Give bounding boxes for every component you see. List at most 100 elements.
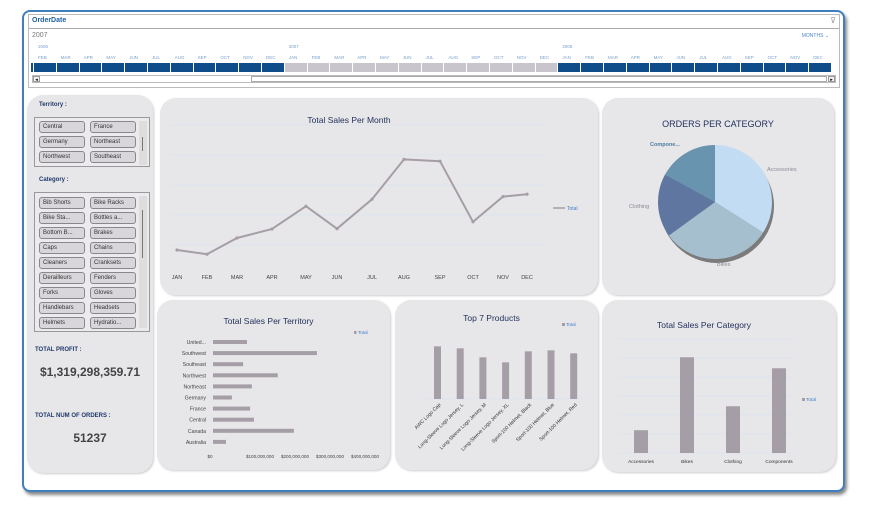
x-tick-label: JAN bbox=[172, 275, 182, 281]
territory-slicer[interactable]: Central France Germany Northeast Northwest So… bbox=[34, 117, 150, 167]
timeline-month-cell[interactable] bbox=[284, 63, 308, 72]
timeline-month-cell[interactable] bbox=[398, 63, 422, 72]
timeline-month-cell[interactable] bbox=[239, 63, 262, 72]
slicer-item[interactable]: Brakes bbox=[90, 227, 136, 239]
top-products-panel[interactable]: Top 7 Products AWC Logo Cap Long-Sleeve L… bbox=[395, 300, 598, 470]
scroll-right-icon[interactable]: ▸ bbox=[828, 76, 835, 83]
timeline-month-cell[interactable] bbox=[125, 63, 148, 72]
timeline-month-cell[interactable] bbox=[626, 63, 650, 72]
category-label: Accessories bbox=[628, 459, 654, 465]
timeline-month-cell[interactable] bbox=[56, 63, 80, 72]
timeline-month-cell[interactable] bbox=[216, 63, 240, 72]
month-label: FEB bbox=[585, 55, 594, 60]
timeline-month-cell[interactable] bbox=[193, 63, 217, 72]
bar bbox=[213, 395, 232, 400]
bar bbox=[213, 439, 226, 444]
slicer-item[interactable]: France bbox=[90, 121, 136, 133]
bar bbox=[213, 428, 294, 433]
timeline-month-cell[interactable] bbox=[444, 63, 468, 72]
orderdate-timeline[interactable]: OrderDate ⊽ 2007 MONTHS ⌄ FEB 2006 MAR APR M… bbox=[28, 14, 840, 88]
line-chart: JAN FEB MAR APR MAY JUN JUL AUG SEP OCT NOV DEC Tota… bbox=[170, 124, 578, 281]
timeline-month-cell[interactable] bbox=[535, 63, 559, 72]
slicer-item[interactable]: Derailleurs bbox=[39, 272, 85, 284]
slicer-item[interactable]: Bottom B... bbox=[39, 227, 85, 239]
slicer-item[interactable]: Hydratio... bbox=[90, 317, 136, 329]
timeline-month-cell[interactable] bbox=[79, 63, 103, 72]
slicer-item[interactable]: Southeast bbox=[90, 151, 136, 163]
bar bbox=[213, 417, 254, 422]
bar bbox=[680, 357, 694, 453]
month-label: OCT bbox=[220, 55, 230, 60]
month-label: SEP bbox=[471, 55, 481, 60]
sales-per-month-panel[interactable]: Total Sales Per Month JAN FEB MAR APR MAY JUN… bbox=[160, 98, 598, 295]
legend-marker bbox=[562, 323, 565, 326]
legend-label: Total bbox=[567, 206, 578, 212]
slicer-item[interactable]: Germany bbox=[39, 136, 85, 148]
scrollbar[interactable] bbox=[139, 121, 147, 165]
month-label: JUN bbox=[676, 55, 686, 60]
slicer-item[interactable]: Handlebars bbox=[39, 302, 85, 314]
timeline-month-cell[interactable] bbox=[604, 63, 627, 72]
slicer-item[interactable]: Caps bbox=[39, 242, 85, 254]
timeline-month-cell[interactable] bbox=[330, 63, 354, 72]
slicer-item[interactable]: Fenders bbox=[90, 272, 136, 284]
slicer-item[interactable]: Bib Shorts bbox=[39, 197, 85, 209]
scrollbar[interactable] bbox=[139, 196, 147, 328]
timeline-month-cell[interactable] bbox=[786, 63, 810, 72]
timeline-month-cell[interactable] bbox=[512, 63, 536, 72]
timeline-month-cell[interactable] bbox=[34, 63, 57, 72]
sales-per-category-panel[interactable]: Total Sales Per Category Accessories Bike… bbox=[602, 300, 836, 472]
month-label: NOV bbox=[790, 55, 801, 60]
timeline-month-cell[interactable] bbox=[809, 63, 832, 72]
slicer-item[interactable]: Northwest bbox=[39, 151, 85, 163]
slicer-item[interactable]: Bike Racks bbox=[90, 197, 136, 209]
scrollbar-thumb[interactable] bbox=[251, 76, 827, 82]
category-label: Bikes bbox=[681, 459, 693, 465]
timeline-month-cell[interactable] bbox=[581, 63, 604, 72]
data-point bbox=[471, 220, 475, 224]
month-label: MAR bbox=[334, 55, 345, 60]
timeline-month-cell[interactable] bbox=[672, 63, 696, 72]
sales-per-territory-panel[interactable]: Total Sales Per Territory United... South… bbox=[157, 300, 390, 470]
scroll-left-icon[interactable]: ◂ bbox=[33, 76, 40, 83]
timeline-month-cell[interactable] bbox=[31, 63, 34, 72]
total-orders-label: TOTAL NUM OF ORDERS : bbox=[35, 413, 111, 419]
timeline-month-cell[interactable] bbox=[102, 63, 126, 72]
timeline-month-cell[interactable] bbox=[763, 63, 787, 72]
slicer-item[interactable]: Helmets bbox=[39, 317, 85, 329]
timeline-month-cell[interactable] bbox=[740, 63, 764, 72]
slicer-item[interactable]: Cleaners bbox=[39, 257, 85, 269]
slicer-item[interactable]: Bottles a... bbox=[90, 212, 136, 224]
data-point bbox=[235, 236, 239, 240]
timeline-month-cell[interactable] bbox=[148, 63, 171, 72]
slicer-item[interactable]: Gloves bbox=[90, 287, 136, 299]
timeline-month-cell[interactable] bbox=[307, 63, 331, 72]
timeline-month-cell[interactable] bbox=[262, 63, 285, 72]
timeline-month-cell[interactable] bbox=[649, 63, 673, 72]
slicer-item[interactable]: Chains bbox=[90, 242, 136, 254]
slicer-item[interactable]: Headsets bbox=[90, 302, 136, 314]
clear-filter-icon[interactable]: ⊽ bbox=[830, 16, 836, 25]
timeline-month-cell[interactable] bbox=[467, 63, 490, 72]
timeline-month-cell[interactable] bbox=[376, 63, 399, 72]
slicer-item[interactable]: Cranksets bbox=[90, 257, 136, 269]
category-slicer[interactable]: Bib Shorts Bike Racks Bike Sta... Bottles a… bbox=[34, 192, 150, 332]
timeline-month-cell[interactable] bbox=[558, 63, 582, 72]
slicer-item[interactable]: Northeast bbox=[90, 136, 136, 148]
timeline-month-cell[interactable] bbox=[718, 63, 741, 72]
orders-per-category-panel[interactable]: ORDERS PER CATEGORY Accessories Bikes Clot… bbox=[602, 98, 834, 295]
timeline-month-cell[interactable] bbox=[170, 63, 194, 72]
timeline-month-cell[interactable] bbox=[421, 63, 445, 72]
timeline-month-cell[interactable] bbox=[490, 63, 513, 72]
x-tick-label: JUN bbox=[332, 275, 343, 281]
slicer-item[interactable]: Bike Sta... bbox=[39, 212, 85, 224]
slicer-item[interactable]: Forks bbox=[39, 287, 85, 299]
time-level-dropdown[interactable]: MONTHS ⌄ bbox=[801, 33, 829, 39]
timeline-scrollbar[interactable]: ◂ ▸ bbox=[32, 75, 836, 83]
slicer-item[interactable]: Central bbox=[39, 121, 85, 133]
timeline-month-cell[interactable] bbox=[695, 63, 718, 72]
pie-slice bbox=[668, 202, 764, 259]
timeline-month-cell[interactable] bbox=[353, 63, 376, 72]
chart-title: Total Sales Per Month bbox=[307, 115, 391, 125]
month-label: AUG bbox=[174, 55, 185, 60]
